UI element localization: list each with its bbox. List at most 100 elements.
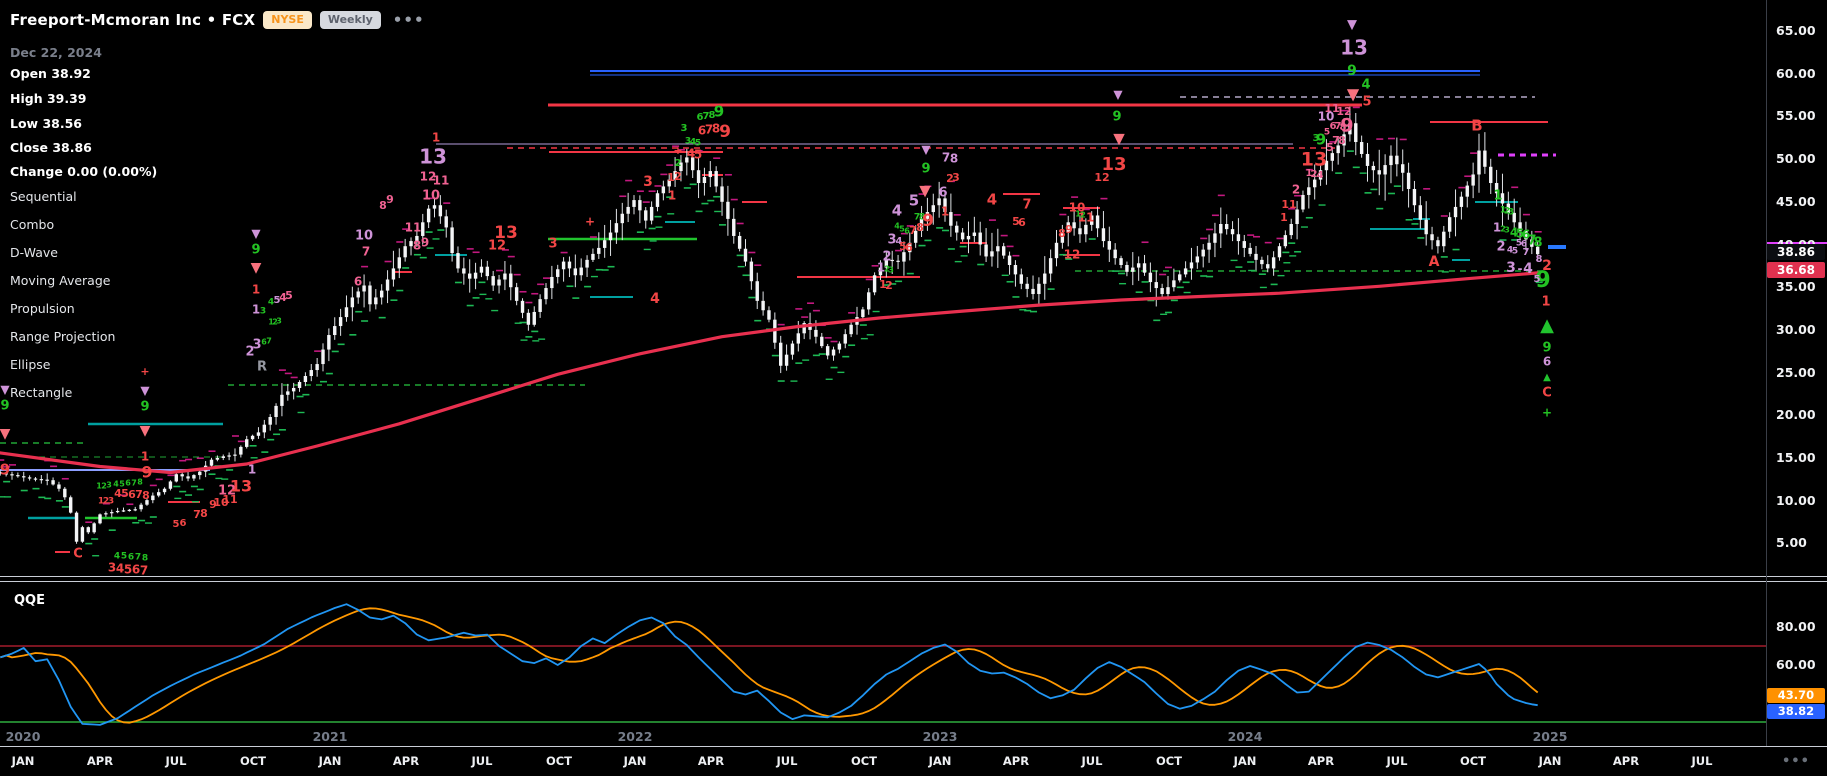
svg-text:▼: ▼ [0, 426, 11, 442]
svg-text:12: 12 [420, 170, 437, 184]
svg-text:4: 4 [279, 291, 287, 304]
indicator-moving-average[interactable]: Moving Average [10, 273, 111, 288]
price-tick-label: 15.00 [1776, 450, 1816, 465]
svg-text:9: 9 [1112, 110, 1121, 125]
price-tick-label: 65.00 [1776, 23, 1816, 38]
indicator-sequential[interactable]: Sequential [10, 189, 77, 204]
svg-text:5: 5 [285, 289, 293, 302]
svg-text:6: 6 [905, 241, 913, 254]
time-month-label: JUL [1386, 754, 1408, 768]
svg-text:9: 9 [0, 399, 9, 414]
svg-text:2: 2 [1311, 169, 1318, 180]
svg-text:6: 6 [1522, 228, 1530, 242]
qqe-slow-line [0, 607, 1539, 724]
svg-text:2: 2 [1504, 207, 1510, 217]
svg-text:7: 7 [1022, 198, 1031, 213]
svg-text:3: 3 [106, 481, 112, 490]
time-year-label: 2022 [617, 729, 653, 744]
svg-text:3: 3 [276, 317, 282, 326]
svg-text:1: 1 [667, 171, 675, 184]
more-options-icon[interactable]: ••• [392, 11, 425, 29]
symbol-title[interactable]: Freeport-Mcmoran Inc • FCX [10, 11, 256, 29]
svg-text:4: 4 [987, 191, 997, 209]
svg-text:1: 1 [941, 205, 949, 219]
indicator-dwave[interactable]: D-Wave [10, 245, 58, 260]
svg-text:5: 5 [119, 480, 125, 489]
time-month-label: JAN [11, 754, 35, 768]
svg-text:9: 9 [1316, 131, 1326, 149]
svg-text:4: 4 [690, 138, 696, 148]
svg-text:8: 8 [200, 507, 208, 520]
svg-text:6: 6 [938, 186, 947, 201]
time-year-label: 2020 [5, 729, 41, 744]
svg-text:9: 9 [1347, 63, 1357, 79]
indicator-combo[interactable]: Combo [10, 217, 55, 232]
price-tick-label: 50.00 [1776, 151, 1816, 167]
svg-text:1: 1 [1280, 211, 1288, 224]
svg-text:1: 1 [879, 278, 887, 291]
time-year-label: 2023 [922, 729, 958, 744]
svg-text:C: C [1542, 386, 1552, 401]
pane-separator[interactable] [0, 576, 1827, 577]
time-month-label: JAN [1233, 754, 1257, 768]
indicator-range-projection[interactable]: Range Projection [10, 329, 116, 344]
svg-text:7: 7 [362, 245, 370, 259]
svg-text:6: 6 [128, 553, 134, 563]
svg-text:▼: ▼ [251, 260, 262, 276]
svg-text:▼: ▼ [251, 227, 261, 241]
price-tick-label: 60.00 [1776, 65, 1816, 81]
time-month-label: APR [1002, 754, 1030, 768]
svg-text:9: 9 [921, 162, 930, 177]
price-axis-separator[interactable] [1766, 0, 1767, 746]
time-month-label: APR [1612, 754, 1640, 768]
svg-text:4: 4 [114, 487, 122, 500]
axis-settings-icon[interactable]: ••• [1782, 754, 1810, 769]
svg-text:4: 4 [1510, 226, 1518, 240]
svg-text:1: 1 [98, 497, 104, 507]
ma-price-badge: 36.68 [1767, 262, 1825, 278]
svg-text:3: 3 [108, 497, 114, 507]
svg-text:6: 6 [354, 275, 362, 289]
price-tick-label: 10.00 [1776, 492, 1816, 508]
svg-text:3: 3 [260, 307, 266, 317]
svg-text:▲: ▲ [1540, 315, 1554, 336]
qqe-indicator-label[interactable]: QQE [14, 593, 45, 608]
time-month-label: JUL [1691, 754, 1713, 768]
svg-text:3: 3 [887, 233, 896, 248]
svg-text:4: 4 [650, 291, 660, 307]
svg-text:6: 6 [1018, 216, 1026, 229]
svg-text:1: 1 [141, 450, 149, 464]
interval-badge[interactable]: Weekly [319, 11, 381, 29]
indicator-propulsion[interactable]: Propulsion [10, 301, 75, 316]
time-month-label: APR [86, 754, 114, 768]
svg-text:8: 8 [1340, 122, 1347, 133]
pane-separator[interactable] [0, 581, 1827, 582]
svg-text:5: 5 [173, 519, 180, 530]
svg-text:6: 6 [132, 563, 140, 577]
indicator-ellipse[interactable]: Ellipse [10, 357, 51, 372]
svg-text:9: 9 [386, 193, 394, 206]
svg-text:1: 1 [248, 463, 256, 477]
svg-text:▼: ▼ [1113, 130, 1125, 148]
svg-text:▼: ▼ [921, 143, 931, 157]
svg-text:10: 10 [1318, 110, 1335, 124]
bar-date-label: Dec 22, 2024 [10, 45, 102, 60]
svg-text:13: 13 [230, 477, 252, 496]
indicator-rectangle[interactable]: Rectangle [10, 385, 73, 400]
low-row: Low 38.56 [10, 116, 83, 131]
svg-text:9: 9 [1065, 223, 1073, 236]
time-year-label: 2021 [312, 729, 348, 744]
candles-layer [0, 106, 1540, 544]
time-month-label: OCT [1155, 754, 1183, 768]
svg-text:2: 2 [675, 158, 682, 169]
svg-text:5: 5 [274, 295, 281, 306]
levels-layer [0, 70, 1827, 553]
price-tick-label: 35.00 [1776, 279, 1816, 295]
svg-text:7: 7 [131, 479, 137, 488]
svg-text:8: 8 [709, 110, 716, 121]
svg-text:5: 5 [1326, 141, 1334, 154]
chart-header: Freeport-Mcmoran Inc • FCX NYSE Weekly •… [10, 8, 429, 400]
svg-text:11: 11 [222, 493, 237, 506]
